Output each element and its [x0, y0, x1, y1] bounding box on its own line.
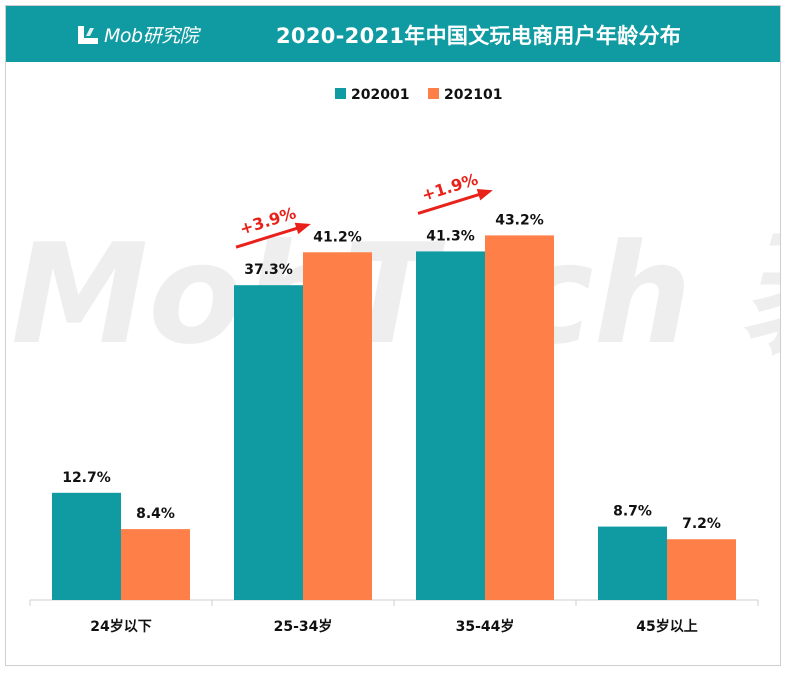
data-label: 8.7% [613, 504, 652, 520]
data-label: 8.4% [136, 506, 175, 522]
bar-202001-1 [234, 285, 303, 600]
growth-arrow-head [294, 222, 311, 235]
bar-202101-0 [121, 529, 190, 600]
growth-arrow-head [476, 188, 493, 201]
data-label: 41.2% [313, 229, 362, 245]
legend-label-202001: 202001 [351, 87, 409, 103]
data-label: 7.2% [682, 516, 721, 532]
bar-202001-0 [52, 492, 121, 600]
data-label: 37.3% [244, 262, 293, 278]
growth-arrow-line [235, 223, 308, 249]
chart-frame: Mob研究院 2020-2021年中国文玩电商用户年龄分布 MobTech 袤博… [5, 5, 781, 666]
data-label: 41.3% [426, 228, 475, 244]
x-tick-label: 25-34岁 [274, 618, 333, 635]
bar-202101-2 [485, 235, 554, 600]
mob-logo-icon [78, 26, 98, 44]
header-bar: Mob研究院 2020-2021年中国文玩电商用户年龄分布 [6, 6, 780, 62]
growth-annotation: +1.9% [419, 170, 480, 205]
x-tick-label: 45岁以上 [636, 618, 697, 635]
chart-title: 2020-2021年中国文玩电商用户年龄分布 [276, 24, 682, 48]
legend-swatch-202101 [428, 88, 439, 99]
bar-202001-2 [416, 251, 485, 601]
mob-logo: Mob研究院 [76, 20, 199, 48]
growth-arrow-line [417, 189, 490, 215]
bar-202101-3 [667, 539, 736, 600]
legend-label-202101: 202101 [444, 87, 502, 103]
watermark: MobTech 袤博 [11, 214, 780, 375]
data-label: 12.7% [62, 470, 111, 486]
data-label: 43.2% [495, 212, 544, 228]
bar-202001-3 [598, 526, 667, 600]
legend-swatch-202001 [335, 88, 346, 99]
x-tick-label: 35-44岁 [456, 618, 515, 635]
bar-202101-1 [303, 252, 372, 600]
x-tick-label: 24岁以下 [90, 618, 151, 635]
logo-text: Mob研究院 [104, 24, 199, 47]
bar-chart: MobTech 袤博 202001 202101 12.7% 8.4% 24岁以下 37.… [11, 87, 780, 635]
